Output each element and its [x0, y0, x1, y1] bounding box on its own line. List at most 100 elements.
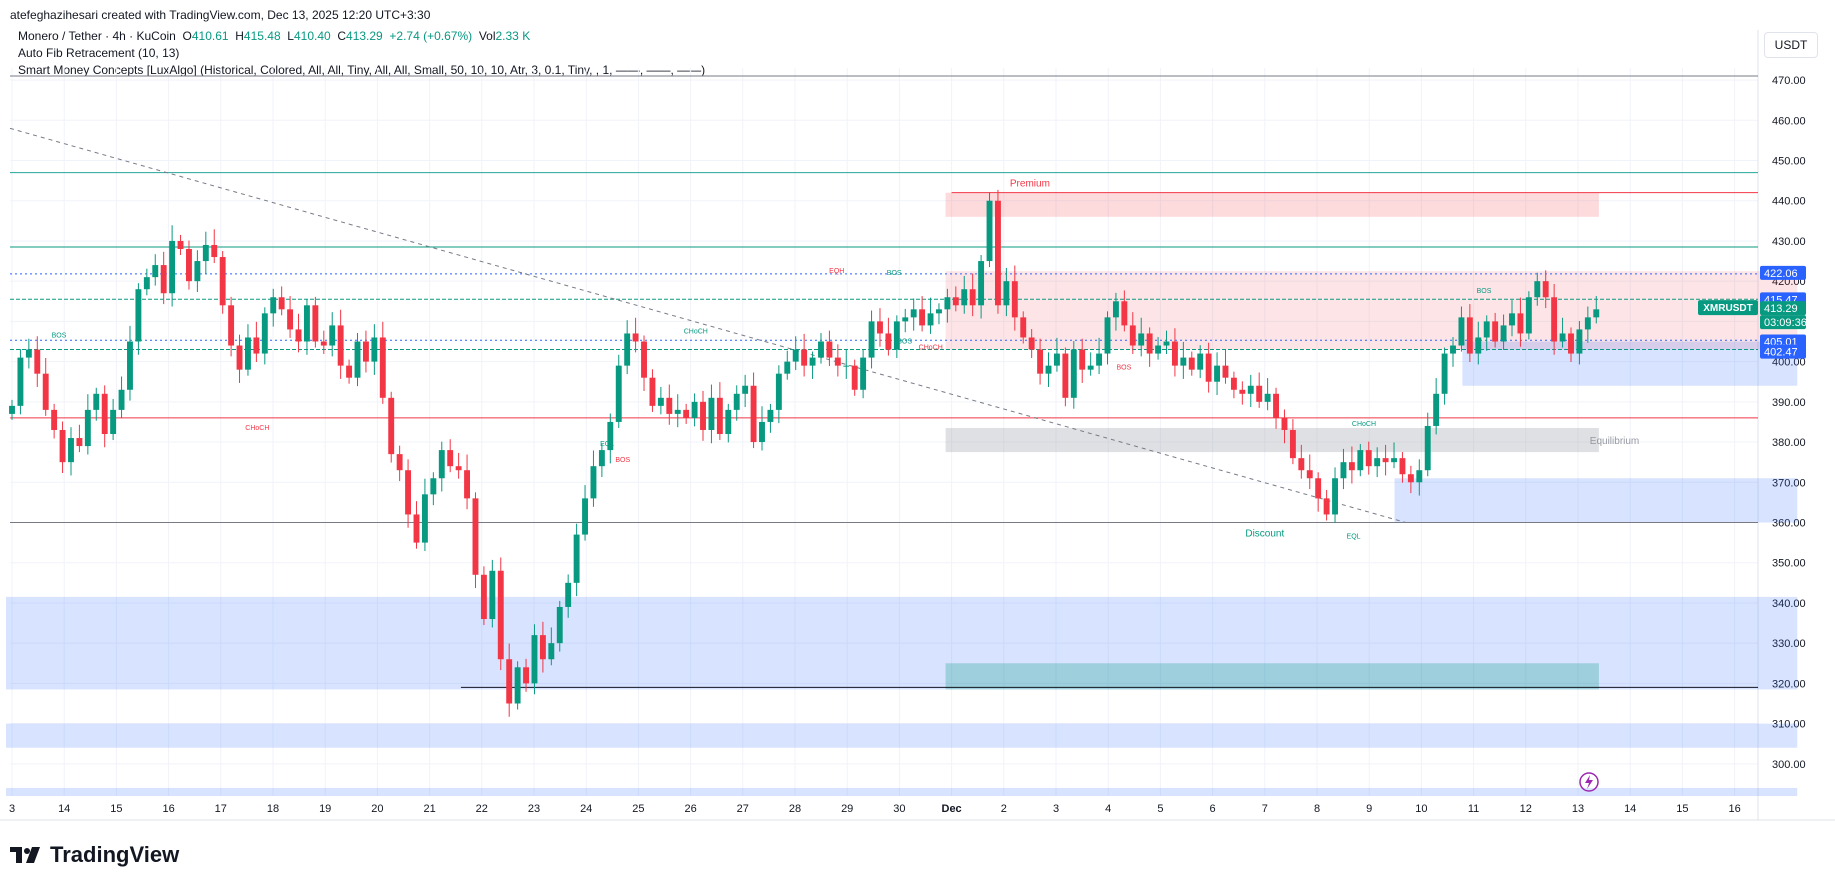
candle-body	[1171, 341, 1178, 366]
candle-body	[430, 478, 437, 495]
candle-body	[59, 429, 66, 463]
candle-body	[1407, 474, 1414, 483]
candle-body	[186, 248, 192, 282]
demand-zone-4	[6, 723, 1798, 748]
candle-body	[1214, 365, 1221, 382]
candle-body	[893, 321, 900, 350]
y-tick-label: 450.00	[1772, 156, 1806, 168]
candle-body	[388, 397, 395, 455]
equilibrium-zone	[945, 427, 1599, 453]
countdown-label: 03:09:36	[1764, 317, 1807, 329]
x-tick-label: 3	[9, 803, 15, 815]
high-value: 415.48	[243, 29, 281, 43]
candle-body	[548, 643, 555, 660]
candle-body	[413, 514, 420, 543]
candle-body	[9, 405, 15, 414]
volume-value: 2.33 K	[495, 29, 531, 43]
tradingview-logo-icon	[10, 847, 40, 863]
candle-body	[320, 341, 327, 346]
candle-body	[582, 498, 588, 535]
candle-body	[674, 409, 681, 414]
close-value: 413.29	[346, 29, 383, 43]
x-tick-label: 26	[684, 803, 696, 815]
x-tick-label: Dec	[942, 803, 962, 815]
candle-body	[539, 635, 546, 660]
y-tick-label: 390.00	[1772, 397, 1806, 409]
candle-body	[1146, 333, 1153, 354]
candle-body	[51, 409, 58, 430]
candle-body	[1584, 317, 1591, 330]
candle-body	[447, 450, 454, 467]
candle-body	[110, 409, 117, 435]
candle-body	[1458, 317, 1465, 346]
y-tick-label: 340.00	[1772, 598, 1806, 610]
candle-body	[287, 309, 294, 330]
candle-body	[826, 341, 833, 358]
x-tick-label: 18	[267, 803, 279, 815]
candle-body	[211, 244, 218, 258]
candle-body	[1289, 429, 1296, 459]
price-label-bg	[1760, 344, 1806, 359]
low-value: 410.40	[293, 29, 331, 43]
x-tick-label: 22	[476, 803, 488, 815]
candle-body	[1332, 478, 1338, 515]
candle-body	[1020, 317, 1027, 338]
candle-body	[1062, 353, 1069, 398]
candle-body	[969, 289, 976, 306]
candle-body	[919, 309, 926, 326]
candle-body	[1112, 301, 1119, 318]
candle-body	[1568, 333, 1574, 354]
indicator-fib[interactable]: Auto Fib Retracement (10, 13)	[18, 46, 180, 60]
candle-body	[194, 261, 201, 282]
candle-body	[995, 200, 1001, 306]
y-tick-label: 310.00	[1772, 719, 1806, 731]
candle-body	[68, 438, 74, 463]
candle-body	[464, 470, 471, 499]
candle-body	[1306, 470, 1313, 479]
candle-body	[1374, 458, 1381, 467]
structure-label: CHoCH	[1352, 421, 1376, 428]
candle-body	[93, 393, 100, 410]
candle-body	[1138, 333, 1145, 346]
candle-body	[42, 373, 49, 410]
symbol-legend[interactable]: Monero / Tether · 4h · KuCoin O410.61 H4…	[18, 29, 530, 43]
brand-logo[interactable]: TradingView	[10, 842, 179, 868]
candle-body	[851, 365, 858, 390]
candle-body	[1087, 365, 1094, 370]
symbol-name[interactable]: Monero / Tether · 4h · KuCoin	[18, 29, 176, 43]
candle-body	[1053, 353, 1060, 366]
candle-body	[295, 329, 302, 342]
candle-body	[371, 337, 378, 362]
candle-body	[1197, 353, 1204, 370]
supply-zone	[945, 271, 1798, 350]
candle-body	[691, 401, 698, 418]
candle-body	[1517, 313, 1524, 334]
candle-body	[809, 357, 816, 366]
candle-body	[565, 582, 572, 607]
candle-body	[497, 570, 504, 660]
y-tick-label: 400.00	[1772, 357, 1806, 369]
currency-selector[interactable]: USDT	[1764, 32, 1818, 58]
candle-body	[1188, 357, 1195, 370]
price-label-bg	[1760, 265, 1806, 280]
x-tick-label: 15	[110, 803, 122, 815]
candle-body	[1424, 425, 1431, 471]
x-tick-label: 29	[841, 803, 853, 815]
candle-body	[885, 333, 892, 350]
candle-body	[236, 345, 243, 370]
candle-body	[455, 466, 462, 471]
candle-body	[1230, 377, 1237, 390]
candle-body	[725, 409, 732, 435]
candle-body	[1121, 301, 1128, 326]
candle-body	[329, 325, 336, 346]
candle-body	[337, 325, 344, 366]
candle-body	[1509, 313, 1515, 326]
indicator-smc[interactable]: Smart Money Concepts [LuxAlgo] (Historic…	[18, 63, 706, 77]
candle-body	[1475, 337, 1482, 354]
candle-body	[1239, 389, 1246, 394]
candle-body	[160, 265, 167, 294]
candle-body	[649, 377, 656, 406]
open-value: 410.61	[191, 29, 229, 43]
countdown-bg	[1760, 315, 1806, 330]
